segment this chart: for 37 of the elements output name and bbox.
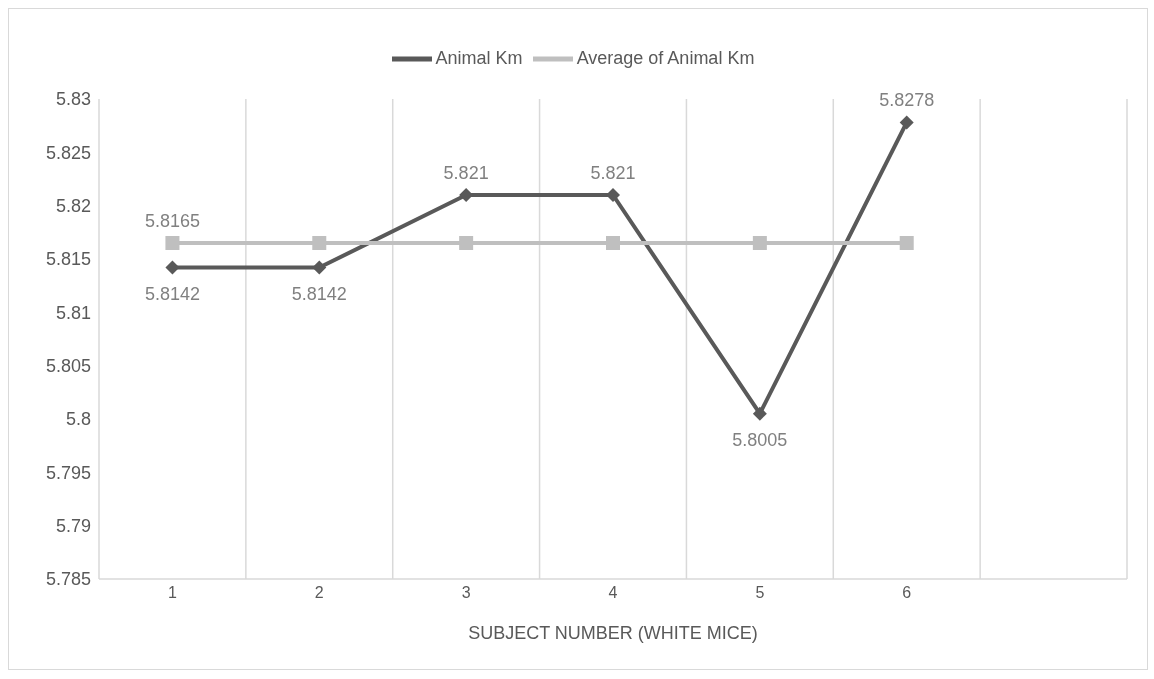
y-tick-label: 5.795 xyxy=(45,462,91,483)
y-tick-label: 5.785 xyxy=(45,569,91,590)
point xyxy=(606,236,620,250)
point xyxy=(312,260,327,275)
point xyxy=(606,188,620,202)
data-label: 5.821 xyxy=(590,163,636,183)
x-tick-label: 1 xyxy=(167,584,177,602)
point xyxy=(752,406,767,421)
x-tick-label: 5 xyxy=(755,584,765,602)
point xyxy=(899,115,914,130)
y-tick-label: 5.79 xyxy=(55,516,91,537)
data-label: 5.8005 xyxy=(732,429,788,450)
legend-label: Animal Km xyxy=(435,47,523,68)
x-tick-label: 2 xyxy=(314,584,324,602)
x-tick-label: 6 xyxy=(902,584,912,602)
y-tick-label: 5.81 xyxy=(55,302,91,323)
data-label: 5.8165 xyxy=(144,211,200,231)
point xyxy=(165,236,180,250)
data-label: 5.8278 xyxy=(879,90,935,111)
x-tick-label: 3 xyxy=(461,584,471,602)
x-axis-title: SUBJECT NUMBER (WHITE MICE) xyxy=(468,623,758,643)
y-tick-label: 5.825 xyxy=(45,142,91,163)
legend-label: Average of Animal Km xyxy=(576,47,755,68)
x-tick-label: 4 xyxy=(608,584,618,602)
y-tick-label: 5.8 xyxy=(65,409,91,430)
data-label: 5.8142 xyxy=(144,283,200,304)
data-label: 5.821 xyxy=(443,163,489,183)
y-tick-label: 5.83 xyxy=(55,89,91,110)
point xyxy=(899,236,914,250)
point xyxy=(752,236,767,250)
y-tick-label: 5.805 xyxy=(45,356,91,377)
point xyxy=(165,260,180,275)
point xyxy=(459,236,474,250)
data-label: 5.8142 xyxy=(291,283,347,304)
y-tick-label: 5.815 xyxy=(45,249,91,270)
point xyxy=(312,236,327,250)
y-tick-label: 5.82 xyxy=(55,196,91,217)
